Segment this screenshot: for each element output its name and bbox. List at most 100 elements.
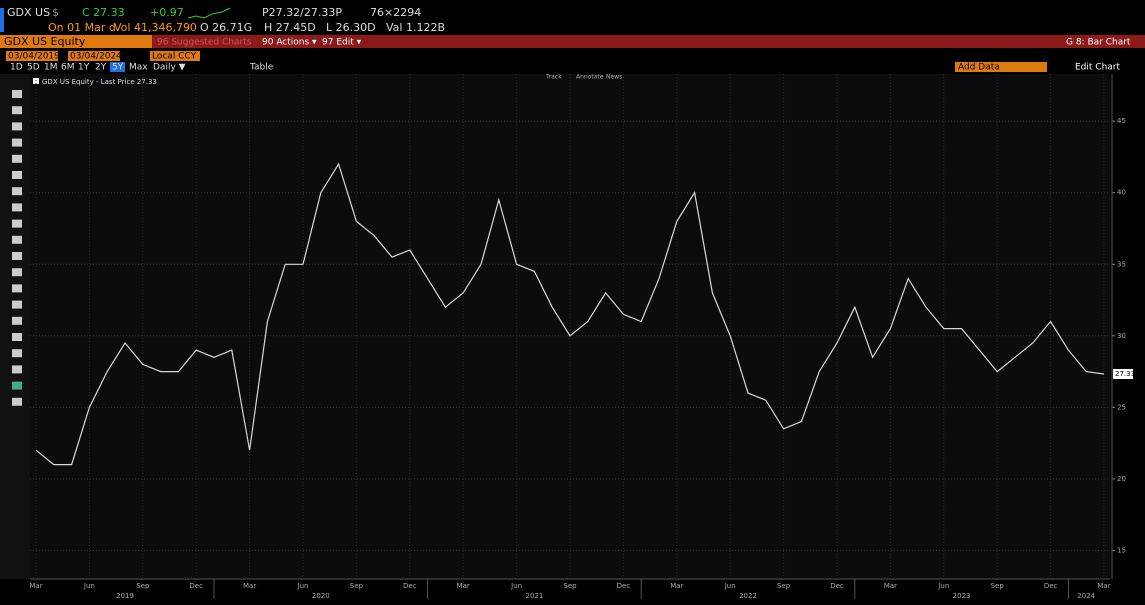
sparkline <box>187 7 231 19</box>
plot: 15 20 25 30 35 40 45 Mar Jun Sep Dec Mar Jun Sep Dec Ma… <box>29 74 1135 600</box>
period-button[interactable]: 2Y <box>95 63 107 73</box>
tool-icon[interactable] <box>12 397 22 406</box>
tool-icon[interactable] <box>12 300 22 309</box>
x-tick-label: Dec <box>617 582 631 590</box>
tool-icon[interactable] <box>12 122 22 131</box>
x-tick-label: Dec <box>403 582 417 590</box>
x-tick-label: Sep <box>777 582 791 590</box>
last-price-tag <box>1113 368 1133 379</box>
period-button[interactable]: 1D <box>10 63 23 73</box>
x-tick-label: Jun <box>83 582 95 590</box>
x-tick-label: Mar <box>1097 582 1110 590</box>
edit-menu[interactable]: 97 Edit ▾ <box>322 38 362 48</box>
tool-icon[interactable] <box>12 316 22 325</box>
price-line <box>35 162 1105 466</box>
value: Val 1.122B <box>386 21 445 34</box>
chart-name: G 8: Bar Chart <box>1066 38 1131 48</box>
period-active <box>110 62 125 72</box>
open: O 26.71G <box>200 21 252 34</box>
security-box[interactable] <box>0 35 152 48</box>
x-tick-label: Sep <box>136 582 150 590</box>
currency-box[interactable] <box>150 51 200 61</box>
x-tick-label: Sep <box>563 582 577 590</box>
chart-tools: Track Annotate News <box>12 74 622 406</box>
year-label: 2020 <box>312 592 330 600</box>
tool-icon[interactable] <box>12 365 22 374</box>
x-tick-label: Jun <box>297 582 309 590</box>
tool-icon[interactable] <box>12 90 22 98</box>
x-tick-label: Mar <box>457 582 470 590</box>
tool-icon[interactable] <box>12 219 22 228</box>
security[interactable]: GDX US Equity <box>4 35 86 48</box>
last-price-label: 27.33 <box>1115 370 1135 378</box>
legend-entry: GDX US Equity - Last Price 27.33 <box>42 78 157 86</box>
table-button[interactable]: Table <box>249 63 274 73</box>
tool-icon[interactable] <box>12 235 22 244</box>
period-button[interactable]: 1M <box>44 63 58 73</box>
year-label: 2019 <box>116 592 134 600</box>
x-tick-label: Jun <box>724 582 736 590</box>
y-tick-label: 15 <box>1117 546 1126 554</box>
start-date[interactable]: 03/04/2019 <box>8 52 60 62</box>
tool-icon[interactable] <box>12 203 22 212</box>
tool-icon[interactable] <box>12 333 22 341</box>
period-button[interactable]: 1Y <box>78 63 90 73</box>
start-box[interactable] <box>6 51 58 61</box>
edit-chart[interactable]: Edit Chart <box>1075 63 1120 73</box>
period-button[interactable]: 5Y <box>112 63 124 73</box>
high: H 27.45D <box>264 21 316 34</box>
x-tick-label: Dec <box>830 582 844 590</box>
x-tick-label: Mar <box>670 582 683 590</box>
period-button[interactable]: 5D <box>27 63 40 73</box>
end-box[interactable] <box>68 51 120 61</box>
currency-select[interactable]: Local CCY <box>152 52 197 62</box>
volume: Vol 41,346,790 <box>114 21 197 34</box>
tool-icon[interactable] <box>12 154 22 163</box>
tool-icon[interactable] <box>12 381 22 390</box>
period-button[interactable]: 6M <box>61 63 75 73</box>
tool-icon[interactable] <box>12 171 22 179</box>
menu-bar <box>0 35 1145 48</box>
tool-icon[interactable] <box>12 284 22 293</box>
year-label: 2024 <box>1077 592 1095 600</box>
ticker-marker <box>0 8 4 32</box>
y-tick-label: 40 <box>1117 189 1126 197</box>
y-tick-label: 30 <box>1117 332 1126 340</box>
date: On 01 Mar d <box>48 21 116 34</box>
tool-icon[interactable] <box>12 187 22 196</box>
chart-tool[interactable]: Track <box>545 74 562 81</box>
tool-icon[interactable] <box>12 268 22 277</box>
chart-tool[interactable]: Annotate <box>576 74 604 81</box>
ticker: GDX US <box>7 6 50 19</box>
x-tick-label: Dec <box>1044 582 1058 590</box>
x-tick-label: Jun <box>937 582 949 590</box>
actions-menu[interactable]: 90 Actions ▾ <box>262 38 317 48</box>
y-tick-label: 20 <box>1117 475 1126 483</box>
bid-ask: P27.32/27.33P <box>262 6 342 19</box>
y-tick-label: 45 <box>1117 117 1126 125</box>
add-data[interactable]: Add Data <box>958 63 1000 73</box>
x-tick-label: Sep <box>991 582 1005 590</box>
tool-icon[interactable] <box>12 252 22 260</box>
end-date[interactable]: 03/04/2024 <box>70 52 122 62</box>
x-tick-label: Dec <box>189 582 203 590</box>
frequency[interactable]: Daily ▼ <box>153 63 186 73</box>
x-tick-label: Mar <box>29 582 42 590</box>
x-tick-label: Sep <box>350 582 364 590</box>
low: L 26.30D <box>326 21 376 34</box>
suggested-charts[interactable]: 96 Suggested Charts <box>157 38 252 48</box>
change: +0.97 <box>150 6 184 19</box>
close: C 27.33 <box>82 6 125 19</box>
year-label: 2022 <box>739 592 757 600</box>
chart-tool[interactable]: News <box>606 74 622 81</box>
size: 76×2294 <box>370 6 421 19</box>
y-tick-label: 25 <box>1117 403 1126 411</box>
add-data-box[interactable] <box>955 62 1047 72</box>
tool-icon[interactable] <box>12 106 22 115</box>
tool-icon[interactable] <box>12 349 22 358</box>
tool-icon[interactable] <box>12 138 22 147</box>
period-button[interactable]: Max <box>129 63 148 73</box>
tool-column <box>0 74 30 579</box>
year-label: 2021 <box>525 592 543 600</box>
